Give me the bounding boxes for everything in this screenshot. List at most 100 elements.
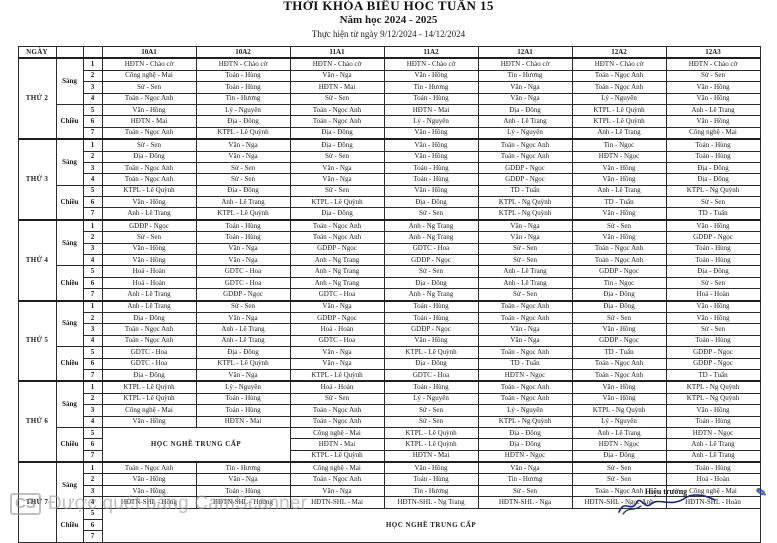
schedule-cell: Tin - Hương: [195, 461, 291, 475]
schedule-cell: KTPL - Lê Quỳnh: [195, 126, 291, 140]
camscanner-text: Được quét bằng CamScanner: [47, 493, 308, 514]
schedule-cell: Văn - Nga: [477, 323, 573, 336]
schedule-cell: Lý - Nguyên: [571, 92, 667, 105]
table-row: THỨ 3 Sáng 1 Sử - Sen Văn - Nga Địa - Đông Văn…: [17, 138, 761, 221]
schedule-cell: TD - Tuấn: [571, 346, 667, 359]
schedule-cell: Văn - Hồng: [101, 415, 197, 428]
schedule-cell: Công nghệ - Mai: [101, 404, 197, 417]
schedule-cell: Toán - Ngọc Anh: [477, 299, 573, 313]
schedule-cell: Toán - Ngọc Anh: [571, 242, 667, 256]
period-number: 2: [82, 231, 103, 244]
table-row: 7 Toán - Ngọc Anh KTPL - Lê Quỳnh Địa - Đôn…: [18, 126, 761, 140]
schedule-cell: Địa - Đông: [101, 150, 197, 163]
table-row: 7 Anh - Lê Trang GDĐP - Ngọc GDTC - Hoa Anh …: [18, 288, 761, 302]
schedule-cell: Toán - Hùng: [665, 415, 761, 428]
schedule-cell: Địa - Đông: [383, 276, 479, 290]
table-row: THỨ 5 Sáng 1 Anh - Lê Trang Sử - Sen Văn - Ng…: [17, 299, 761, 382]
schedule-cell: GDTC - Hoa: [383, 242, 479, 256]
schedule-cell: Toán - Ngọc Anh: [477, 380, 573, 394]
schedule-cell: GDĐP - Ngọc: [665, 231, 761, 244]
schedule-cell: GDTC - Hoa: [195, 276, 291, 290]
schedule-cell: KTPL - Lê Quỳnh: [383, 426, 479, 440]
header-day: NGÀY: [17, 46, 57, 59]
schedule-cell: Hoá - Hoàn: [289, 380, 385, 394]
schedule-cell: Toán - Hùng: [383, 299, 479, 313]
session-afternoon: Chiều: [55, 184, 84, 221]
timetable: NGÀY 10A1 10A2 11A1 11A2 12A1 12A2 12A3 …: [17, 46, 761, 543]
period-number: 7: [82, 288, 103, 302]
schedule-cell: Văn - Hồng: [571, 323, 667, 336]
schedule-cell: Văn - Hồng: [101, 196, 197, 209]
table-row: Chiều 5 KTPL - Lê Quỳnh Địa - Đông Sử - Sen V…: [18, 184, 761, 221]
period-number: 7: [82, 207, 103, 221]
session-morning: Sáng: [55, 218, 84, 267]
header-class-11A1: 11A1: [289, 46, 385, 59]
schedule-cell: Sử - Sen: [477, 254, 573, 267]
schedule-cell: Sử - Sen: [289, 392, 385, 406]
period-number: 6: [82, 115, 103, 128]
header-class-11A2: 11A2: [383, 46, 479, 59]
table-row: 6 Văn - Hồng Anh - Lê Trang KTPL - Lê Quỳnh…: [18, 196, 761, 209]
table-row: 3 Toán - Ngọc Anh Sử - Sen Văn - Nga Toán - …: [18, 161, 761, 175]
table-row: 4 Văn - Hồng HĐTN - Mai Toán - Ngọc Anh Sử -…: [18, 415, 761, 428]
schedule-cell: Toán - Hùng: [195, 81, 291, 94]
schedule-cell: Tin - Hương: [477, 69, 573, 83]
schedule-cell: HĐTN-SHL - Ng Trang: [383, 496, 479, 509]
schedule-cell: GDTC - Hoa: [289, 334, 385, 348]
schedule-cell: Anh - Ng Trang: [289, 276, 385, 290]
table-row: Chiều 5 HỌC NGHỀ TRUNG CẤP Công nghệ - Mai K…: [18, 426, 761, 463]
table-row: 3 Công nghệ - Mai Toán - Hùng Toán - Ngọc A…: [18, 404, 761, 417]
schedule-cell: Lý - Nguyên: [383, 115, 479, 128]
school-year-label: Năm học 2024 - 2025: [339, 14, 438, 26]
table-row: 6 Hoá - Hoàn GDTC - Hoa Anh - Ng Trang Địa -…: [18, 276, 761, 290]
period-number: 7: [82, 530, 103, 543]
schedule-cell: Văn - Hồng: [383, 138, 479, 152]
schedule-cell: HĐTN-SHL - Hương: [195, 496, 291, 509]
schedule-cell: Anh - Lê Trang: [195, 196, 291, 209]
session-morning: Sáng: [55, 57, 84, 105]
schedule-cell: HĐTN - Chào cờ: [571, 57, 667, 71]
schedule-cell: Sử - Sen: [101, 138, 197, 152]
schedule-cell: Địa - Đông: [477, 103, 573, 117]
schedule-cell: HĐTN-SHL - Hoàn: [665, 496, 761, 509]
period-number: 7: [82, 449, 103, 463]
schedule-cell: TD - Tuấn: [571, 196, 667, 209]
table-row: 2 Địa - Đông Văn - Nga Sử - Sen Văn - Hồng To…: [18, 150, 761, 163]
schedule-cell: Toán - Hùng: [195, 69, 291, 83]
schedule-cell: Sử - Sen: [571, 218, 667, 233]
schedule-cell: Tin - Hương: [195, 92, 291, 105]
schedule-cell: Lý - Nguyên: [195, 380, 291, 394]
schedule-cell: Địa - Đông: [195, 346, 291, 359]
schedule-cell: HĐTN - Mai: [289, 438, 385, 451]
schedule-cell: Địa - Đông: [665, 161, 761, 175]
schedule-cell: GDĐP - Ngọc: [665, 346, 761, 359]
schedule-cell: Toán - Ngọc Anh: [101, 173, 197, 186]
schedule-cell: GDĐP - Ngọc: [477, 161, 573, 175]
header-class-10A1: 10A1: [101, 46, 197, 59]
table-row: 7 Địa - Đông Văn - Nga KTPL - Lê Quỳnh GDTC …: [18, 368, 761, 382]
period-number: 4: [82, 173, 103, 186]
schedule-cell: KTPL - Lê Quỳnh: [101, 392, 197, 406]
schedule-cell: Anh - Lê Trang: [477, 265, 573, 278]
schedule-cell: Địa - Đông: [477, 438, 573, 451]
schedule-cell: Địa - Đông: [289, 138, 385, 152]
schedule-cell: GDĐP - Ngọc: [383, 254, 479, 267]
schedule-cell: TD - Tuấn: [477, 184, 573, 198]
schedule-cell: HĐTN - Ngọc: [477, 449, 573, 463]
schedule-cell: Lý - Nguyên: [195, 103, 291, 117]
schedule-cell: HĐTN - Ngọc: [571, 438, 667, 451]
period-number: 3: [82, 323, 103, 336]
schedule-cell: Toán - Ngọc Anh: [101, 161, 197, 175]
schedule-cell: Toán - Hùng: [383, 173, 479, 186]
signature-stamp-icon: ✎: [754, 484, 769, 501]
schedule-cell: HĐTN - Ngọc: [477, 368, 573, 382]
schedule-cell: HĐTN - Ngọc: [571, 150, 667, 163]
schedule-cell: TD - Tuấn: [477, 357, 573, 370]
schedule-cell: Anh - Lê Trang: [101, 299, 197, 313]
header-class-12A3: 12A3: [665, 46, 761, 59]
schedule-cell: Toán - Hùng: [195, 404, 291, 417]
schedule-cell: KTPL - Lê Quỳnh: [289, 449, 385, 463]
period-number: 5: [82, 184, 103, 198]
day-label-4: THỨ 5: [17, 299, 57, 382]
schedule-cell: GDĐP - Ngọc: [571, 334, 667, 348]
